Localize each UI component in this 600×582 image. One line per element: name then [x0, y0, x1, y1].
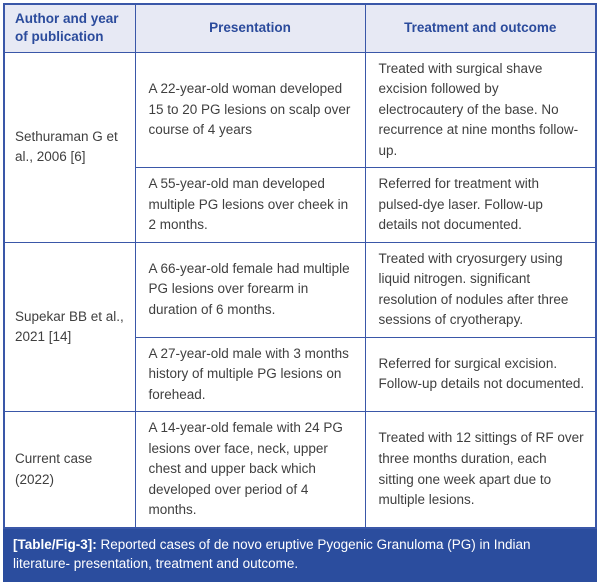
treatment-cell: Treated with cryosurgery using liquid ni…: [364, 241, 597, 338]
table-caption: [Table/Fig-3]: Reported cases of de novo…: [3, 528, 597, 582]
presentation-cell: A 14-year-old female with 24 PG lesions …: [134, 411, 366, 529]
figure-page: Author and year of publication Presentat…: [3, 3, 597, 582]
cases-table: Author and year of publication Presentat…: [3, 3, 597, 529]
author-cell-supekar: Supekar BB et al., 2021 [14]: [3, 241, 136, 413]
table-row: Sethuraman G et al., 2006 [6] A 22-year-…: [3, 51, 597, 243]
presentation-cell: A 22-year-old woman developed 15 to 20 P…: [134, 51, 366, 169]
presentation-cell: A 55-year-old man developed multiple PG …: [134, 167, 366, 243]
table-row: A 27-year-old male with 3 months history…: [4, 336, 597, 413]
treatment-cell: Treated with 12 sittings of RF over thre…: [364, 411, 597, 529]
treatment-cell: Referred for treatment with pulsed-dye l…: [364, 167, 597, 243]
presentation-cell: A 27-year-old male with 3 months history…: [134, 336, 366, 413]
table-row: A 55-year-old man developed multiple PG …: [4, 167, 597, 243]
table-header-row: Author and year of publication Presentat…: [3, 3, 597, 53]
author-cell-sethuraman: Sethuraman G et al., 2006 [6]: [3, 51, 136, 243]
caption-label: [Table/Fig-3]:: [13, 536, 97, 552]
table-row: Supekar BB et al., 2021 [14] A 66-year-o…: [3, 241, 597, 413]
author-cell-current-case: Current case (2022): [3, 411, 136, 529]
treatment-cell: Referred for surgical excision. Follow-u…: [364, 336, 597, 413]
column-header-author: Author and year of publication: [3, 3, 136, 53]
column-header-presentation: Presentation: [134, 3, 366, 53]
table-row: Current case (2022) A 14-year-old female…: [3, 411, 597, 529]
presentation-cell: A 66-year-old female had multiple PG les…: [134, 241, 366, 338]
column-header-treatment: Treatment and outcome: [364, 3, 597, 53]
treatment-cell: Treated with surgical shave excision fol…: [364, 51, 597, 169]
